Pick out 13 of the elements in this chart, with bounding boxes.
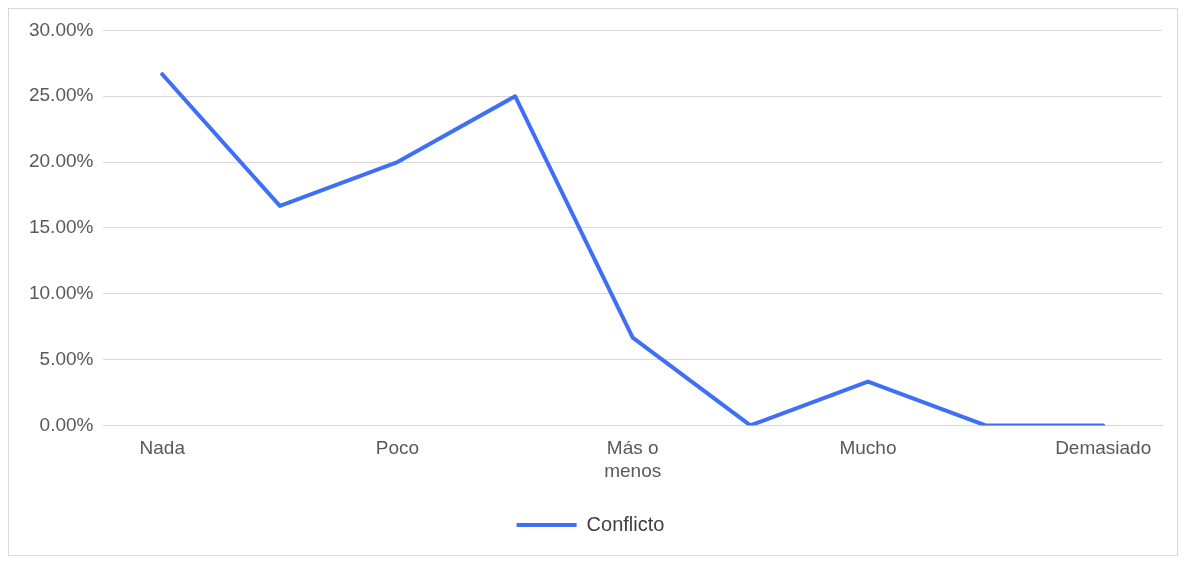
y-tick-label: 25.00% [28,84,94,106]
y-tick-label: 0.00% [39,413,94,435]
x-tick-label: Mucho [839,437,897,459]
x-tick-label: Nada [139,437,186,459]
y-tick-label: 5.00% [39,347,94,369]
x-tick-label: Demasiado [1055,437,1152,459]
y-tick-label: 15.00% [28,216,94,238]
y-tick-label: 10.00% [28,281,94,303]
legend-label: Conflicto [586,512,665,535]
x-tick-label: Poco [375,437,420,459]
x-tick-label: Más o menos [604,437,662,481]
y-tick-label: 20.00% [28,150,94,172]
y-tick-label: 30.00% [28,18,94,40]
